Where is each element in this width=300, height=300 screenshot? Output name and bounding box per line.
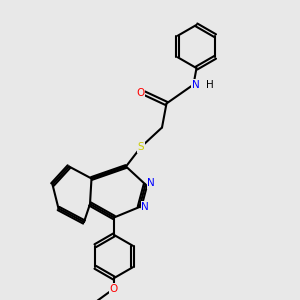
- Text: O: O: [136, 88, 145, 98]
- Text: N: N: [192, 80, 200, 90]
- Text: N: N: [147, 178, 155, 188]
- Text: H: H: [206, 80, 214, 90]
- Text: S: S: [138, 142, 144, 152]
- Text: O: O: [110, 284, 118, 294]
- Text: N: N: [141, 202, 149, 212]
